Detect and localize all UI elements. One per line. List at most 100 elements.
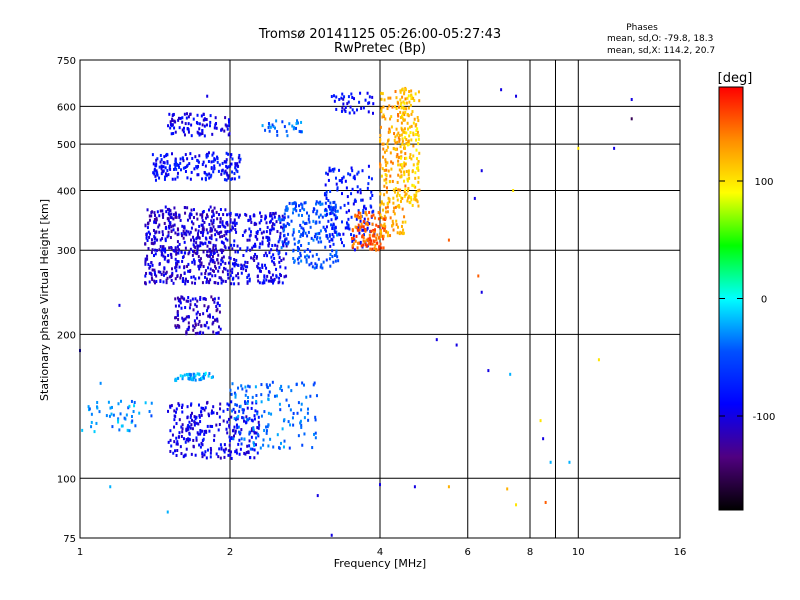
data-point xyxy=(268,251,271,255)
data-point xyxy=(380,216,383,220)
data-point xyxy=(172,132,175,136)
data-point xyxy=(406,179,409,183)
data-point xyxy=(403,144,406,148)
data-point xyxy=(280,388,283,392)
data-point xyxy=(295,122,298,126)
data-point xyxy=(251,246,254,250)
data-point xyxy=(150,414,153,418)
data-point xyxy=(372,230,375,234)
data-point xyxy=(341,177,344,181)
data-point xyxy=(258,269,261,273)
data-point xyxy=(285,244,288,248)
data-point xyxy=(237,386,240,390)
data-point xyxy=(313,266,316,270)
data-point xyxy=(329,244,332,248)
data-point xyxy=(260,231,263,235)
data-point xyxy=(224,267,227,271)
data-point xyxy=(203,220,206,224)
data-point xyxy=(358,215,361,219)
data-point xyxy=(216,331,219,335)
data-point xyxy=(317,257,320,261)
data-point xyxy=(391,219,394,223)
data-point xyxy=(403,164,406,168)
data-point xyxy=(405,131,408,135)
data-point xyxy=(412,131,415,135)
data-point xyxy=(209,424,212,428)
data-point xyxy=(260,400,263,404)
data-point xyxy=(261,124,264,128)
data-point xyxy=(382,208,385,212)
data-point xyxy=(346,222,349,226)
data-point xyxy=(387,231,390,235)
data-point xyxy=(151,263,154,267)
data-point xyxy=(416,127,419,131)
data-point xyxy=(315,265,318,269)
data-point xyxy=(207,305,210,309)
data-point xyxy=(226,127,229,131)
data-point xyxy=(371,193,374,197)
data-point xyxy=(236,213,239,217)
data-point xyxy=(215,230,218,234)
data-point xyxy=(159,279,162,283)
data-point xyxy=(175,325,178,329)
data-point xyxy=(288,446,291,450)
data-point xyxy=(263,274,266,278)
data-point xyxy=(170,212,173,216)
data-point xyxy=(266,385,269,389)
data-point xyxy=(402,231,405,235)
data-point xyxy=(204,275,207,279)
data-point xyxy=(324,183,327,187)
data-point xyxy=(394,135,397,139)
data-point xyxy=(243,419,246,423)
data-point xyxy=(178,418,181,422)
data-point xyxy=(213,318,216,322)
data-point xyxy=(161,169,164,173)
data-point xyxy=(345,210,348,214)
data-point xyxy=(183,133,186,137)
data-point xyxy=(397,136,400,140)
data-point xyxy=(88,407,91,411)
data-point xyxy=(254,252,257,256)
data-point xyxy=(311,446,314,450)
data-point xyxy=(395,127,398,131)
data-point xyxy=(227,261,230,265)
data-point xyxy=(211,322,214,326)
data-point xyxy=(279,387,282,391)
data-point xyxy=(161,233,164,237)
data-point xyxy=(221,234,224,238)
data-point xyxy=(416,130,419,134)
data-point xyxy=(283,240,286,244)
data-point xyxy=(255,399,258,403)
data-point xyxy=(265,383,268,387)
data-point xyxy=(282,226,285,230)
data-point xyxy=(408,142,411,146)
data-point xyxy=(404,110,407,114)
data-point xyxy=(158,248,161,252)
data-point xyxy=(366,244,369,248)
data-point xyxy=(379,483,381,487)
data-point xyxy=(186,425,189,429)
data-point xyxy=(220,258,223,262)
data-point xyxy=(254,409,257,413)
data-point xyxy=(314,431,317,435)
data-point xyxy=(220,251,223,255)
data-point xyxy=(269,279,272,283)
data-point xyxy=(253,255,256,259)
data-point xyxy=(211,132,214,136)
data-point xyxy=(253,444,256,448)
data-point xyxy=(377,248,380,252)
data-point xyxy=(163,177,166,181)
data-point xyxy=(185,299,188,303)
data-point xyxy=(174,215,177,219)
data-point xyxy=(155,172,158,176)
data-point xyxy=(250,220,253,224)
data-point xyxy=(397,173,400,177)
data-point xyxy=(291,202,294,206)
data-point xyxy=(239,157,242,161)
data-point xyxy=(175,265,178,269)
data-point xyxy=(164,205,167,209)
data-point xyxy=(403,194,406,198)
data-point xyxy=(175,167,178,171)
data-point xyxy=(201,219,204,223)
data-point xyxy=(169,120,172,124)
